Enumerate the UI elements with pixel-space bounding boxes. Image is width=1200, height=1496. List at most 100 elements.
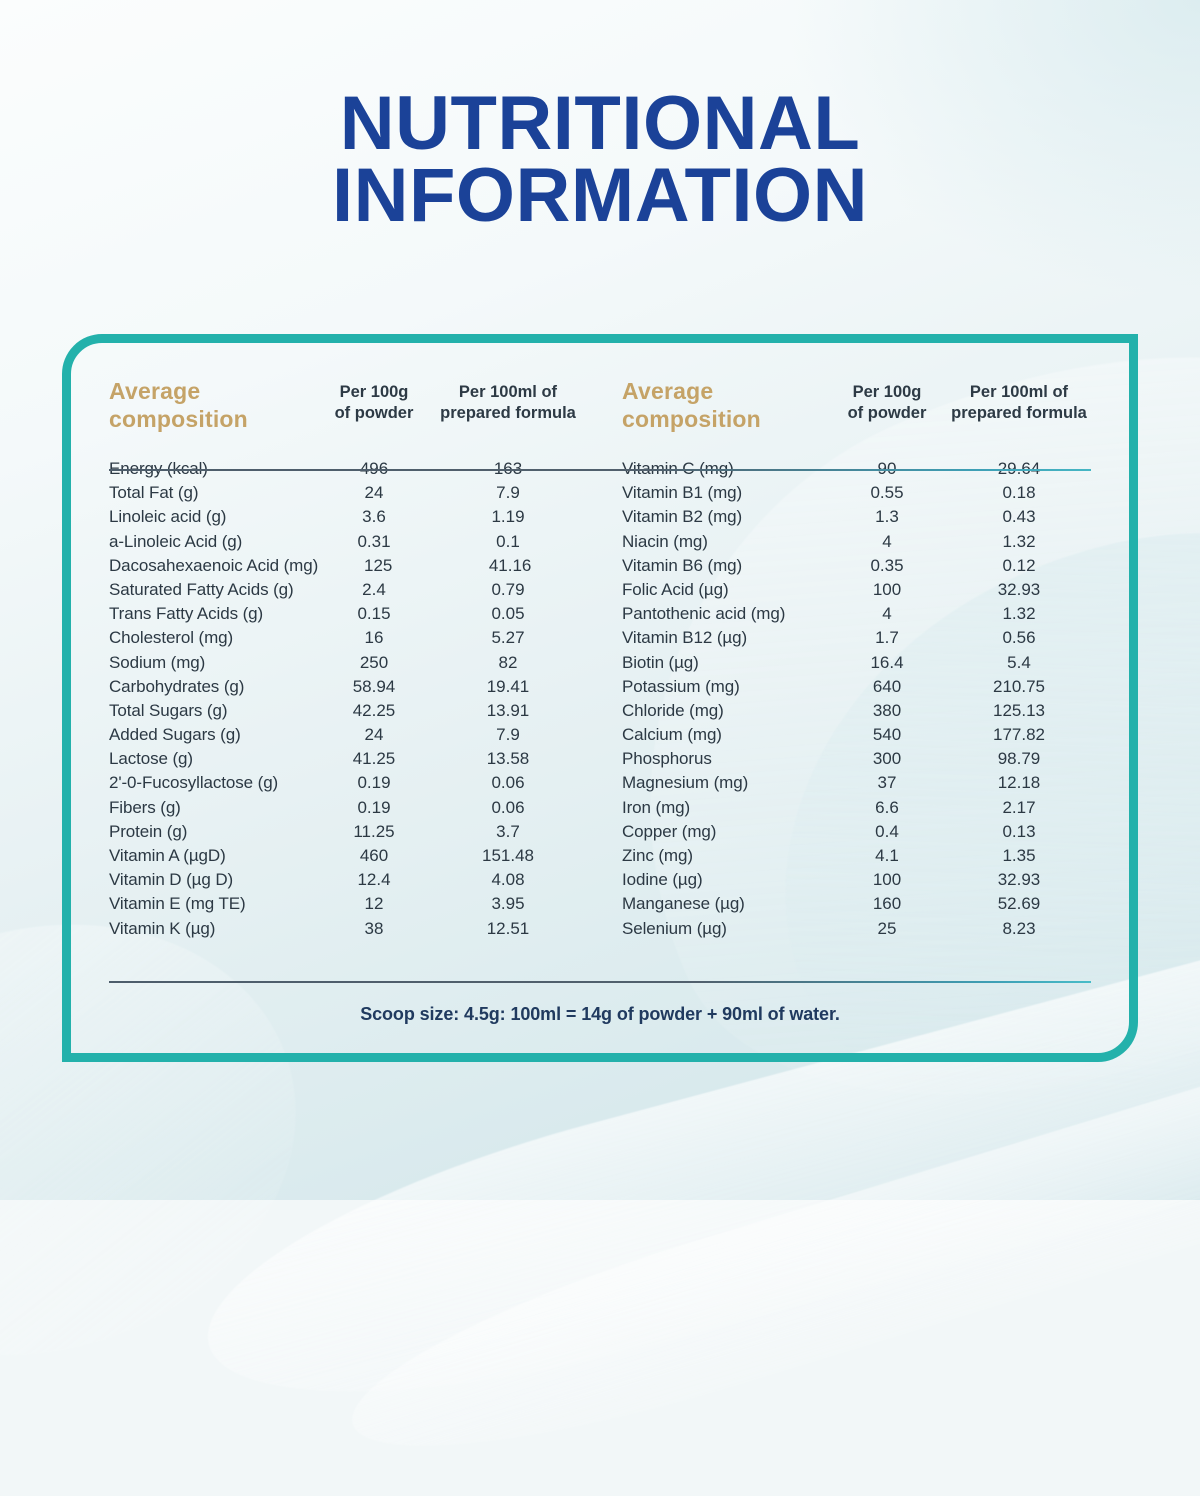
table-row: a-Linoleic Acid (g) 0.31 0.1 [109, 532, 582, 556]
nutrient-value-per-100g: 460 [359, 846, 389, 865]
nutrition-panel: Average composition Per 100g of powder P… [62, 334, 1138, 1062]
nutrient-label: Total Fat (g) [109, 483, 199, 503]
nutrient-value-per-100g: 25 [877, 918, 897, 938]
nutrient-value-per-100g: 2.4 [362, 579, 386, 599]
nutrient-label: Pantothenic acid (mg) [622, 604, 786, 624]
nutrient-value-per-100ml: 4.08 [491, 870, 525, 890]
nutrient-value-per-100g: 16 [364, 628, 384, 648]
table-row: Dacosahexaenoic Acid (mg) 125 41.16 [109, 556, 582, 580]
nutrient-label: Niacin (mg) [622, 531, 708, 551]
nutrient-value-per-100g: 3.6 [362, 507, 386, 527]
nutrient-value-per-100g: 24 [364, 725, 384, 745]
table-row: Selenium (µg) 25 8.23 [622, 919, 1091, 943]
table-row: Linoleic acid (g) 3.6 1.19 [109, 507, 582, 531]
nutrient-value-per-100g: 640 [872, 676, 902, 696]
nutrient-value-per-100ml: 29.64 [947, 459, 1091, 479]
nutrient-value-per-100ml: 12.51 [486, 918, 530, 938]
nutrient-value-per-100g: 1.7 [875, 628, 899, 648]
nutrient-value-per-100ml: 0.18 [1002, 483, 1036, 503]
table-row: Zinc (mg) 4.1 1.35 [622, 846, 1091, 870]
nutrient-value-per-100g: 300 [872, 749, 902, 769]
table-row: Added Sugars (g) 24 7.9 [109, 725, 582, 749]
nutrient-value-per-100ml: 163 [434, 459, 582, 479]
nutrient-rows-left: Energy (kcal)496163Total Fat (g)247.9Lin… [109, 459, 582, 943]
nutrient-label: Sodium (mg) [109, 652, 206, 672]
nutrient-label: Vitamin C (mg) [622, 459, 827, 479]
nutrient-label: Added Sugars (g) [109, 725, 241, 745]
nutrient-label: Iodine (µg) [622, 870, 703, 890]
nutrition-panel-body: Average composition Per 100g of powder P… [71, 343, 1129, 1053]
nutrient-value-per-100ml: 32.93 [997, 579, 1041, 599]
nutrient-label: Vitamin A (µgD) [109, 846, 226, 865]
nutrient-value-per-100g: 0.15 [357, 604, 391, 624]
nutrient-value-per-100g: 125 [363, 555, 393, 575]
column-header-average-composition-left: Average composition [109, 378, 248, 433]
table-row: Trans Fatty Acids (g) 0.15 0.05 [109, 604, 582, 628]
table-row: Lactose (g) 41.25 13.58 [109, 749, 582, 773]
nutrient-value-per-100ml: 1.32 [1002, 604, 1036, 624]
nutrient-value-per-100ml: 210.75 [993, 676, 1045, 696]
table-row: Potassium (mg) 640 210.75 [622, 677, 1091, 701]
nutrient-label: Fibers (g) [109, 797, 181, 817]
nutrient-value-per-100ml: 151.48 [482, 846, 534, 865]
table-row: Vitamin A (µgD) 460 151.48 [109, 846, 582, 870]
nutrient-label: Biotin (µg) [622, 652, 699, 672]
nutrient-value-per-100ml: 32.93 [997, 870, 1041, 890]
nutrient-value-per-100ml: 0.56 [1002, 628, 1036, 648]
nutrient-value-per-100ml: 98.79 [997, 749, 1041, 769]
nutrient-label: Iron (mg) [622, 797, 691, 817]
nutrient-value-per-100ml: 13.91 [486, 700, 530, 720]
table-half-right: Vitamin C (mg)9029.64Vitamin B1 (mg)0.55… [600, 447, 1091, 943]
background-tint-top-right [780, 0, 1200, 300]
nutrient-value-per-100ml: 0.05 [491, 604, 525, 624]
table-row: Vitamin B6 (mg) 0.35 0.12 [622, 556, 1091, 580]
nutrient-value-per-100ml: 7.9 [496, 483, 520, 503]
nutrient-rows-right: Vitamin C (mg)9029.64Vitamin B1 (mg)0.55… [622, 459, 1091, 943]
nutrient-value-per-100g: 380 [872, 700, 902, 720]
table-row: Chloride (mg) 380 125.13 [622, 701, 1091, 725]
table-row: Magnesium (mg) 37 12.18 [622, 773, 1091, 797]
table-row: Iron (mg) 6.6 2.17 [622, 798, 1091, 822]
footer-divider [109, 981, 1091, 983]
table-row: Iodine (µg) 100 32.93 [622, 870, 1091, 894]
nutrient-value-per-100ml: 19.41 [486, 676, 530, 696]
table-row: Vitamin B1 (mg) 0.55 0.18 [622, 483, 1091, 507]
table-row: Sodium (mg) 250 82 [109, 653, 582, 677]
table-row: 2'-0-Fucosyllactose (g) 0.19 0.06 [109, 773, 582, 797]
table-row: Folic Acid (µg) 100 32.93 [622, 580, 1091, 604]
table-half-left: Energy (kcal)496163Total Fat (g)247.9Lin… [109, 447, 600, 943]
nutrient-value-per-100g: 100 [872, 579, 902, 599]
nutrient-label: Chloride (mg) [622, 700, 724, 720]
table-row: Vitamin K (µg) 38 12.51 [109, 919, 582, 943]
table-row: Calcium (mg) 540 177.82 [622, 725, 1091, 749]
nutrient-value-per-100g: 160 [872, 894, 902, 914]
nutrient-value-per-100g: 42.25 [352, 700, 396, 720]
table-row: Manganese (µg) 160 52.69 [622, 894, 1091, 918]
nutrient-value-per-100ml: 13.58 [486, 749, 530, 769]
column-header-per-100g-right: Per 100g of powder [847, 383, 927, 422]
table-row: Protein (g) 11.25 3.7 [109, 822, 582, 846]
nutrient-label: Cholesterol (mg) [109, 628, 234, 648]
table-half-right-header: Average composition Per 100g of powder P… [600, 377, 1091, 447]
nutrient-value-per-100ml: 125.13 [993, 700, 1045, 720]
nutrient-value-per-100ml: 8.23 [1002, 918, 1036, 938]
nutrient-label: Vitamin B2 (mg) [622, 507, 743, 527]
nutrient-value-per-100g: 4 [882, 604, 892, 624]
nutrient-label: Vitamin K (µg) [109, 918, 216, 938]
column-header-per-100ml-left: Per 100ml of prepared formula [440, 383, 576, 422]
table-row: Vitamin E (mg TE) 12 3.95 [109, 894, 582, 918]
nutrient-value-per-100ml: 1.35 [1002, 846, 1036, 865]
table-row: Niacin (mg) 4 1.32 [622, 532, 1091, 556]
nutrient-value-per-100ml: 82 [498, 652, 518, 672]
column-header-average-composition-right: Average composition [622, 378, 761, 433]
nutrient-label: Vitamin B12 (µg) [622, 628, 748, 648]
table-row: Fibers (g) 0.19 0.06 [109, 798, 582, 822]
nutrient-value-per-100g: 0.19 [357, 797, 391, 817]
nutrient-value-per-100ml: 1.32 [1002, 531, 1036, 551]
nutrient-label: Lactose (g) [109, 749, 193, 769]
table-row: Copper (mg) 0.4 0.13 [622, 822, 1091, 846]
table-row: Biotin (µg) 16.4 5.4 [622, 653, 1091, 677]
nutrient-label: Potassium (mg) [622, 676, 740, 696]
nutrient-value-per-100g: 11.25 [353, 821, 395, 841]
nutrient-label: a-Linoleic Acid (g) [109, 531, 243, 551]
